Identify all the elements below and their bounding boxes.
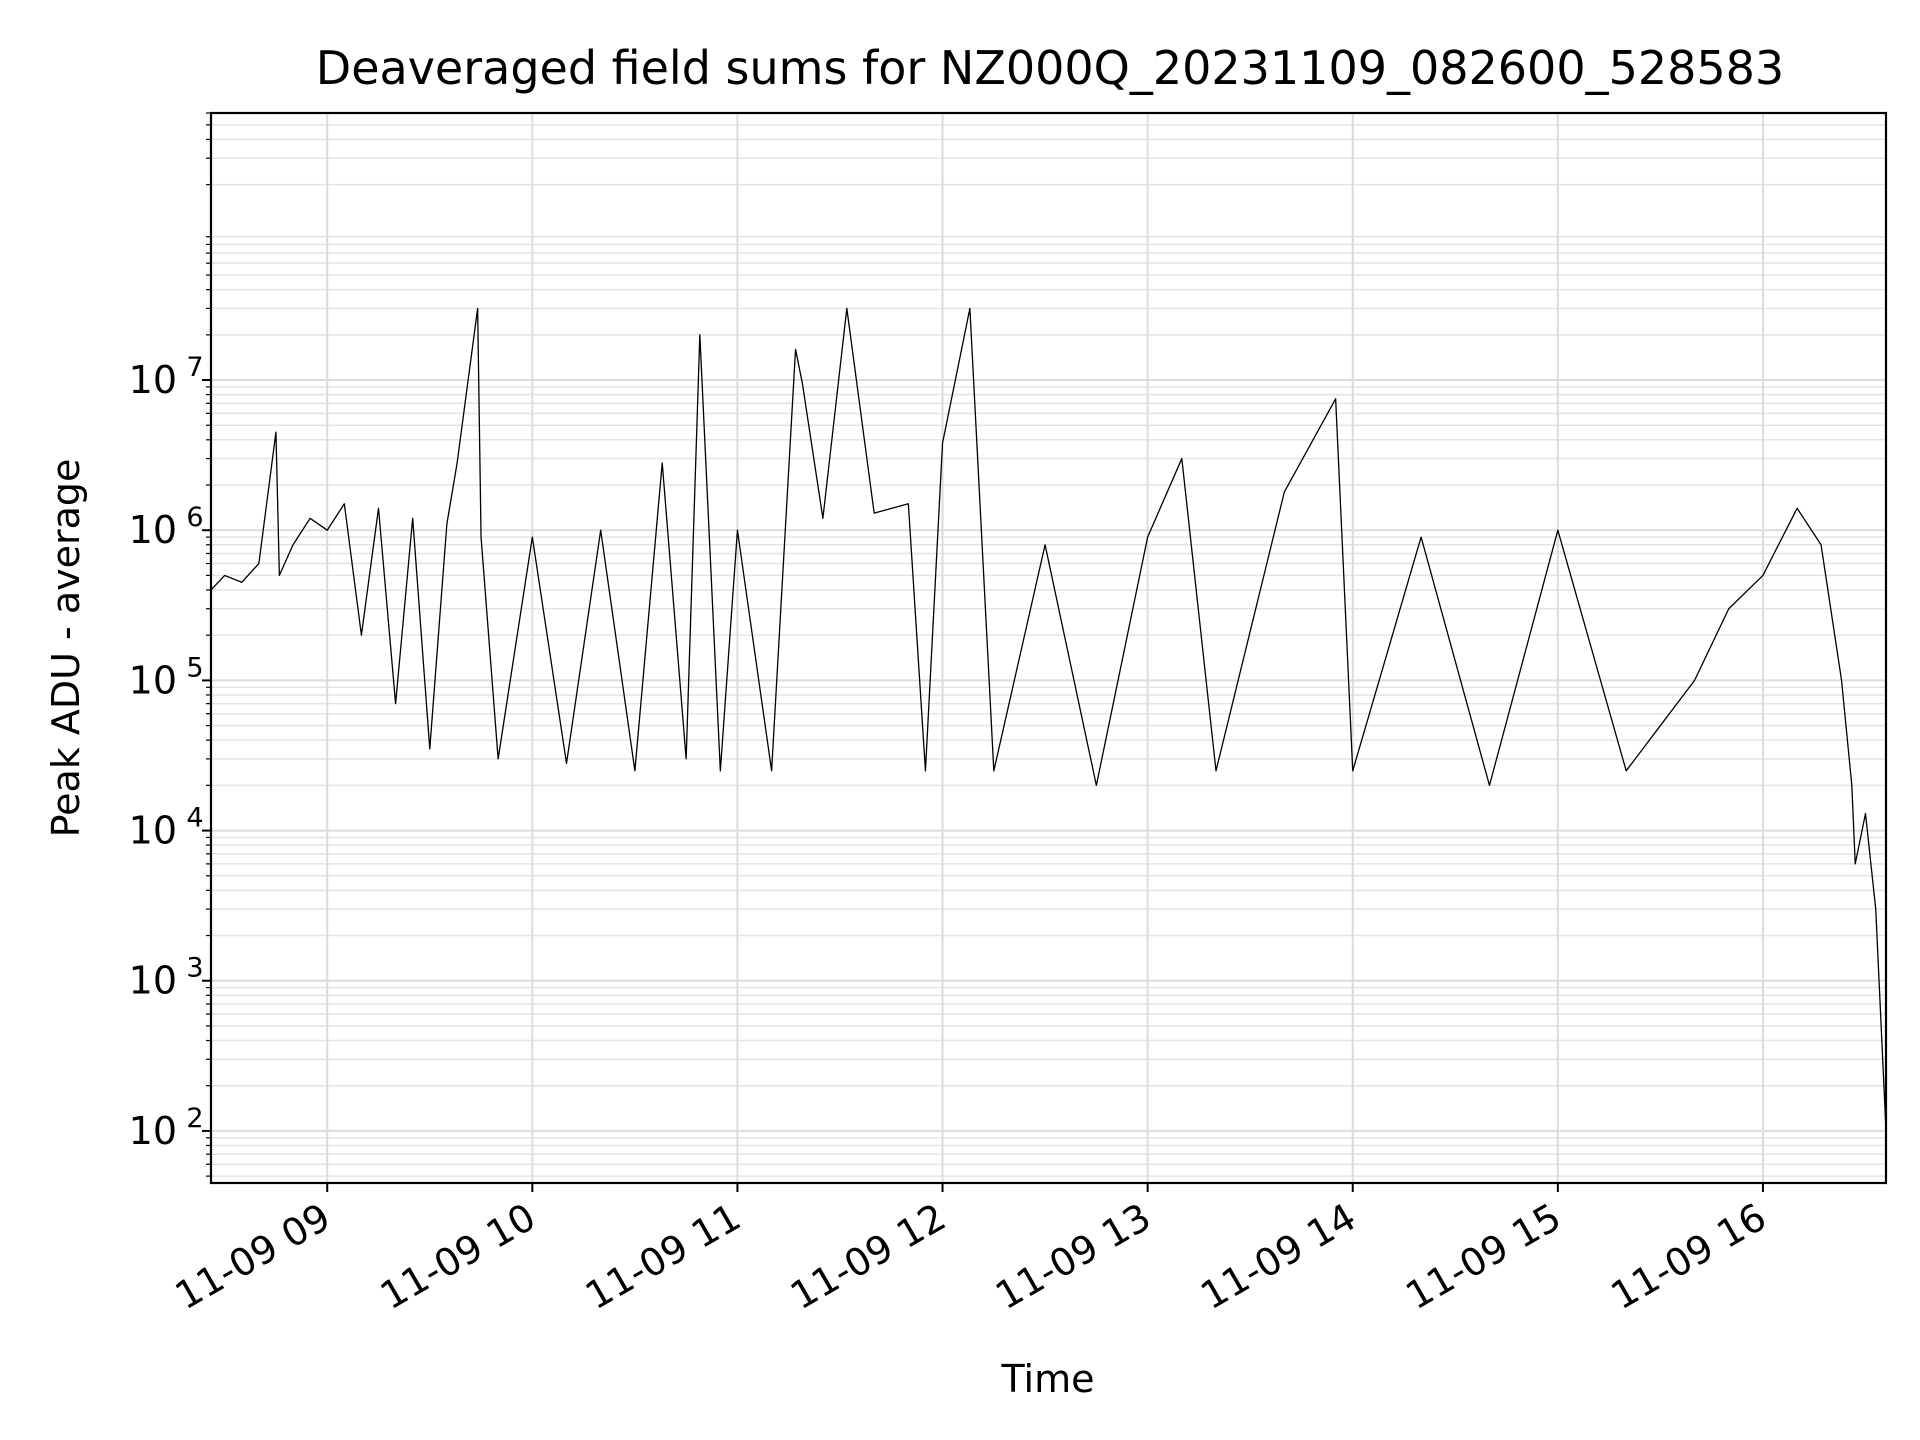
y-axis-label: Peak ADU - average [44, 459, 88, 838]
y-tick-exponent: 5 [186, 652, 203, 683]
y-tick-exponent: 4 [186, 803, 203, 834]
x-axis-label: Time [1001, 1357, 1095, 1401]
y-tick-exponent: 6 [186, 502, 203, 533]
series-line [210, 307, 1887, 1131]
y-tick-label: 10 [129, 358, 177, 402]
y-tick-exponent: 7 [186, 352, 203, 383]
y-tick-label: 10 [129, 959, 177, 1003]
y-tick-label: 10 [129, 508, 177, 552]
y-tick-label: 10 [129, 1109, 177, 1153]
chart-title: Deaveraged field sums for NZ000Q_2023110… [316, 41, 1784, 95]
y-tick-exponent: 3 [186, 953, 203, 984]
plot-frame [209, 111, 1888, 1185]
series-layer [210, 307, 1887, 1131]
y-tick-label: 10 [129, 658, 177, 702]
y-tick-label: 10 [129, 809, 177, 853]
y-tick-exponent: 2 [186, 1103, 203, 1134]
